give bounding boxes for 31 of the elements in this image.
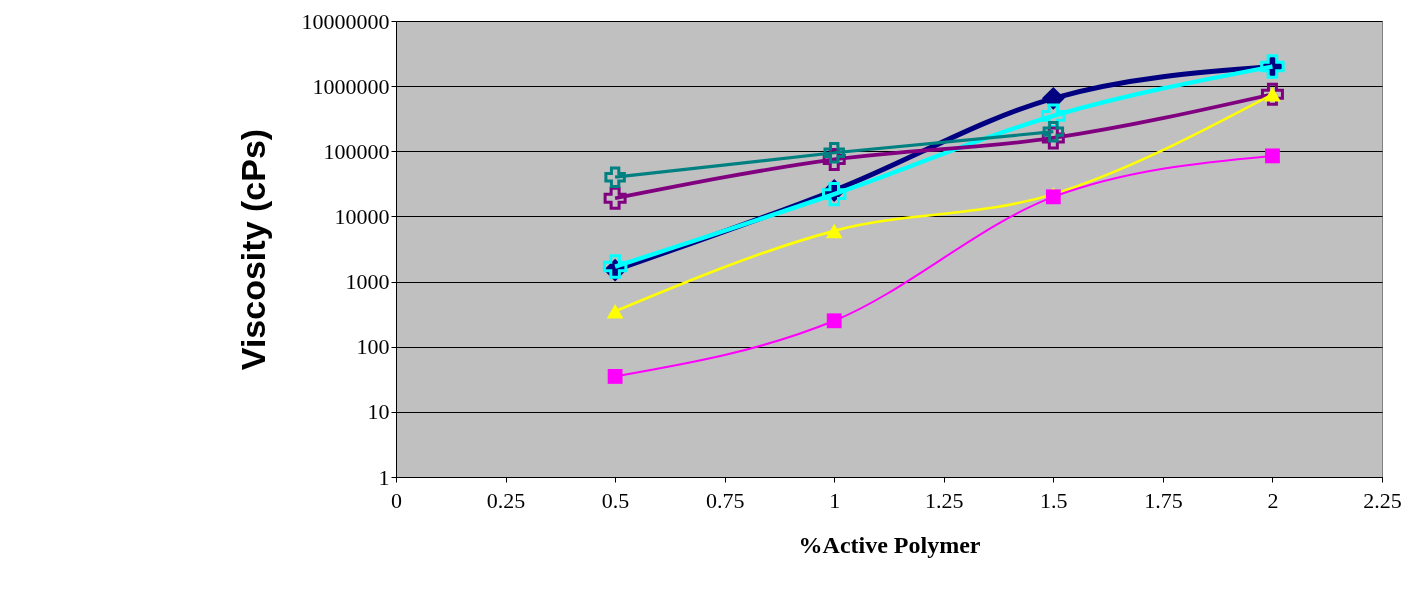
x-tick-label: 0.25	[486, 487, 526, 513]
point	[1260, 82, 1284, 106]
x-tick-label: 0.75	[705, 487, 745, 513]
point	[607, 369, 623, 384]
y-tick-label: 100000	[323, 138, 390, 164]
x-tick-label: 1.5	[1040, 487, 1068, 513]
y-tick-label: 10000	[334, 203, 390, 229]
y-tick-label: 1000	[345, 269, 390, 295]
point	[604, 166, 626, 188]
x-tick-label: 1.75	[1144, 487, 1183, 513]
x-axis-title: %Active Polymer	[798, 531, 981, 558]
x-tick-label: 2.25	[1363, 487, 1402, 513]
point	[603, 186, 627, 210]
point	[1265, 148, 1280, 164]
point	[606, 304, 624, 319]
y-tick-label: 1	[378, 464, 390, 490]
y-tick-label: 100	[356, 334, 390, 360]
x-tick-label: 1.25	[925, 487, 964, 513]
x-tick-label: 0.5	[601, 487, 630, 513]
y-tick-label: 10	[367, 399, 390, 425]
y-tick-label: 10000000	[301, 8, 390, 34]
point	[825, 223, 843, 239]
point	[826, 313, 842, 329]
point	[823, 142, 845, 164]
y-tick-label: 1000000	[312, 73, 390, 99]
y-axis-title: Viscosity (cPs)	[233, 128, 272, 371]
point	[1042, 120, 1065, 143]
x-tick-label: 0	[391, 487, 402, 513]
point	[822, 181, 847, 207]
x-tick-label: 1	[829, 487, 841, 513]
x-tick-label: 2	[1267, 487, 1279, 513]
